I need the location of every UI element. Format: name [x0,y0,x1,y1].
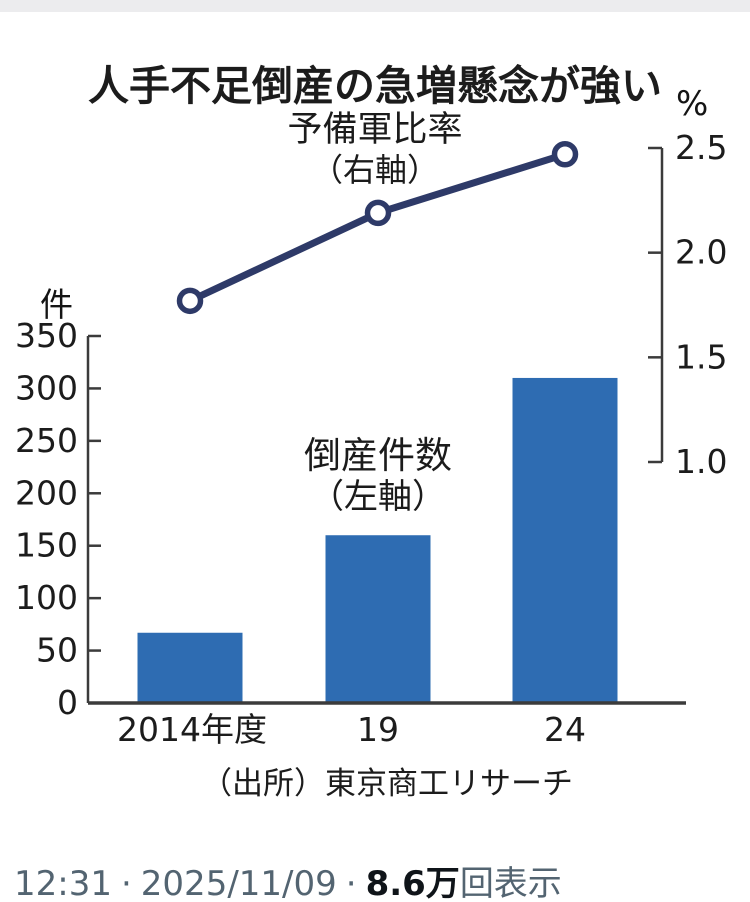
left-axis-tick-label: 150 [15,526,78,565]
bar-2014年度 [137,632,243,703]
line-series-axis-note: （右軸） [310,150,439,189]
tweet-status-line: 12:31 · 2025/11/09 · 8.6万回表示 [14,856,562,902]
left-axis-tick-label: 0 [57,683,78,722]
left-axis-unit: 件 [40,285,73,324]
line-marker-24 [551,141,579,168]
source-note: （出所）東京商工リサーチ [201,766,573,802]
views-suffix: 回表示 [459,864,562,902]
tweet-time: 12:31 [14,864,112,902]
left-axis-tick-label: 100 [15,578,78,617]
line-series-label: 予備軍比率 [287,110,463,150]
left-axis-tick-label: 50 [36,631,78,670]
line-series-legend: 予備軍比率 （右軸） [0,110,750,189]
right-axis-tick-label: 1.0 [675,442,727,481]
bar-series-legend: 倒産件数 （左軸） [238,436,518,516]
line-series-path [186,150,569,305]
line-marker-2014年度 [176,287,204,315]
bar-series-label: 倒産件数 [304,434,452,477]
line-marker-19 [364,199,392,227]
bar-series-axis-note: （左軸） [310,476,446,517]
bar-19 [325,535,431,703]
left-axis-tick-label: 300 [15,368,78,407]
views-count: 8.6万 [365,864,460,902]
right-axis-tick-label: 2.0 [675,233,727,272]
separator-dot: · [120,864,132,902]
x-axis-label: 19 [357,710,399,749]
right-axis-tick-label: 2.5 [675,128,727,167]
right-axis-unit: % [676,84,709,124]
photo-edge-band [0,0,750,12]
chart-title: 人手不足倒産の急増懸念が強い [88,62,662,110]
x-axis-label: 24 [544,710,586,749]
tweet-date: 2025/11/09 [140,864,337,902]
left-axis-tick-label: 200 [15,473,78,512]
right-axis-tick-label: 1.5 [675,337,727,376]
x-axis-label: 2014年度 [117,710,267,749]
left-axis-tick-label: 350 [15,316,78,355]
separator-dot: · [345,864,357,902]
left-axis-tick-label: 250 [15,421,78,460]
chart-canvas: 0 50 100 150 200 250 300 350 1.0 1.5 2.0 2.5 2014年度 1… [15,128,727,749]
bar-24 [512,377,618,703]
